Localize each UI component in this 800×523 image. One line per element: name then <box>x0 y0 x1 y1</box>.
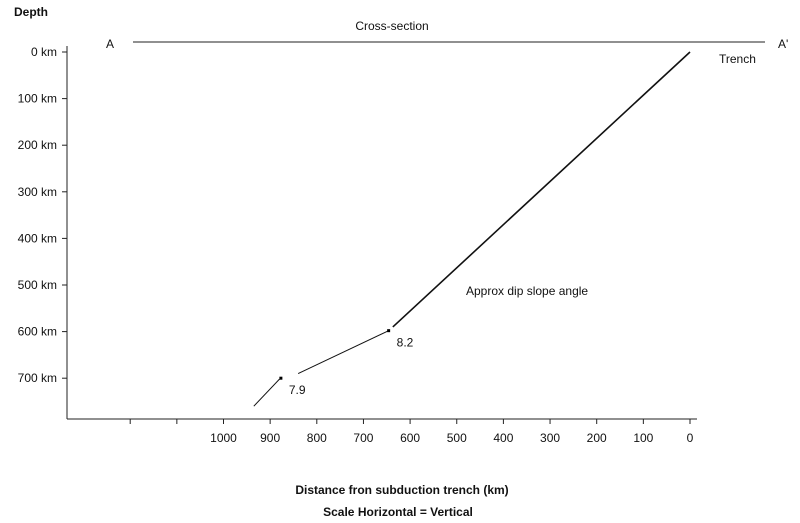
data-marks <box>253 51 691 407</box>
x-tick-label: 900 <box>260 431 280 445</box>
x-tick-label: 0 <box>687 431 694 445</box>
y-tick-label: 100 km <box>18 92 57 106</box>
slab-segment <box>297 330 389 374</box>
y-tick-label: 400 km <box>18 231 57 245</box>
x-tick-label: 300 <box>540 431 560 445</box>
earthquake-magnitude-label: 7.9 <box>289 383 306 397</box>
x-axis-title: Distance fron subduction trench (km) <box>295 483 508 497</box>
y-tick-label: 700 km <box>18 371 57 385</box>
x-tick-label: 500 <box>447 431 467 445</box>
y-tick-label: 200 km <box>18 138 57 152</box>
slab-segment <box>392 51 691 328</box>
x-tick-label: 800 <box>307 431 327 445</box>
x-tick-label: 400 <box>493 431 513 445</box>
cross-section-title: Cross-section <box>355 19 428 33</box>
scale-note: Scale Horizontal = Vertical <box>323 505 473 519</box>
trench-label: Trench <box>719 52 756 66</box>
earthquake-marker <box>387 329 391 333</box>
x-tick-label: 200 <box>587 431 607 445</box>
slab-segment <box>253 378 280 407</box>
x-tick-label: 1000 <box>210 431 237 445</box>
dip-angle-label: Approx dip slope angle <box>466 284 588 298</box>
x-tick-label: 600 <box>400 431 420 445</box>
y-tick-label: 0 km <box>31 45 57 59</box>
y-tick-label: 300 km <box>18 185 57 199</box>
axes <box>62 41 765 424</box>
earthquake-marker <box>279 376 283 380</box>
x-tick-label: 100 <box>633 431 653 445</box>
y-tick-label: 600 km <box>18 325 57 339</box>
cross-section-left-label: A <box>106 37 114 51</box>
earthquake-magnitude-label: 8.2 <box>397 336 414 350</box>
y-tick-label: 500 km <box>18 278 57 292</box>
y-axis-title: Depth <box>14 5 48 19</box>
cross-section-right-label: A' <box>778 37 788 51</box>
x-tick-label: 700 <box>353 431 373 445</box>
text-layer: Depth Cross-section A A' Distance fron s… <box>14 5 788 519</box>
